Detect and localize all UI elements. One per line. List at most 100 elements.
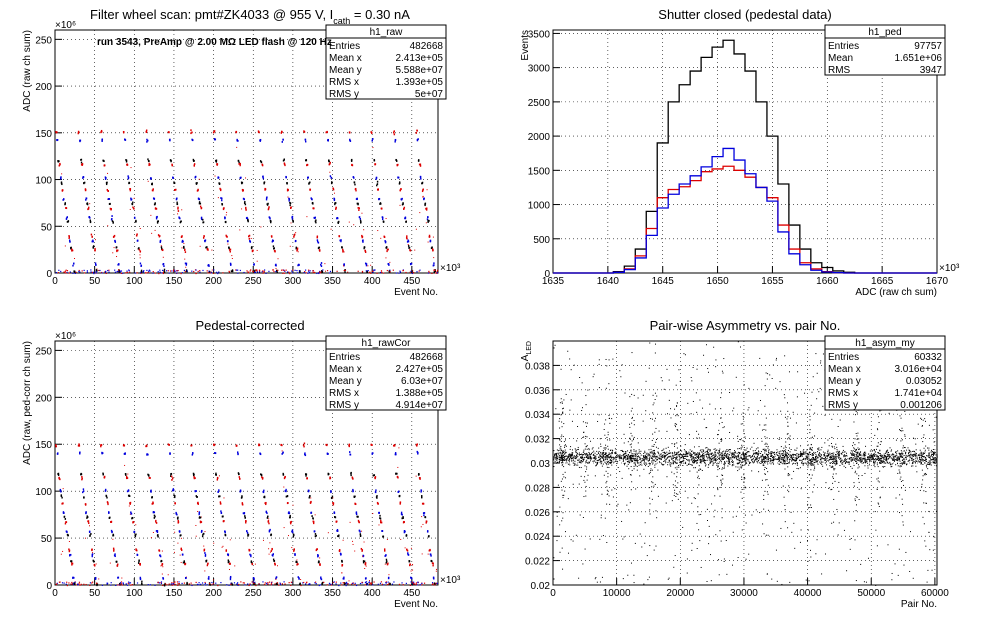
data-point	[635, 452, 637, 454]
baseline-point	[228, 271, 231, 273]
stats-label: Mean y	[329, 65, 362, 76]
data-point	[85, 511, 87, 513]
data-point	[399, 502, 401, 505]
data-point	[723, 463, 725, 465]
data-point	[201, 529, 203, 532]
data-point	[730, 452, 732, 454]
data-point	[708, 453, 710, 455]
data-point	[613, 461, 615, 463]
data-point	[779, 457, 781, 459]
data-point	[684, 455, 686, 457]
data-point	[694, 459, 696, 461]
baseline-point	[74, 581, 76, 583]
data-point	[744, 458, 746, 460]
data-point	[432, 564, 434, 567]
data-point	[151, 182, 154, 185]
data-point	[399, 189, 401, 192]
data-point	[412, 270, 414, 272]
data-point	[935, 458, 937, 460]
data-point	[727, 465, 729, 467]
data-point	[779, 451, 781, 453]
data-point	[879, 454, 881, 456]
baseline-point	[195, 272, 197, 275]
data-point	[615, 456, 617, 458]
data-point	[559, 458, 561, 460]
y-axis-label: ADC (raw, ped-corr ch sum)	[22, 341, 33, 465]
data-point	[857, 464, 859, 466]
data-point	[96, 268, 98, 270]
data-point	[397, 491, 399, 493]
data-point	[388, 264, 390, 266]
x-axis-label: Event No.	[394, 287, 438, 298]
baseline-point	[315, 583, 317, 585]
data-point	[623, 442, 625, 444]
data-point	[631, 456, 633, 458]
data-point	[412, 564, 414, 566]
data-point	[714, 461, 716, 463]
data-point	[553, 457, 555, 459]
data-point	[289, 201, 291, 204]
data-point	[409, 262, 412, 265]
data-point	[626, 458, 628, 460]
data-point	[129, 513, 131, 515]
baseline-point	[249, 270, 251, 272]
data-point	[673, 454, 675, 456]
baseline-point	[381, 271, 383, 273]
data-point	[742, 454, 744, 456]
baseline-point	[154, 272, 157, 274]
data-point	[315, 549, 318, 552]
data-point	[182, 240, 184, 243]
data-point	[572, 452, 574, 454]
baseline-point	[315, 581, 317, 583]
data-point	[815, 452, 817, 454]
data-point	[184, 262, 187, 265]
data-point	[124, 464, 126, 466]
data-point	[903, 460, 905, 462]
data-point	[703, 454, 705, 456]
data-point	[365, 263, 368, 265]
data-point	[765, 456, 767, 458]
baseline-point	[195, 269, 197, 271]
data-point	[663, 454, 665, 456]
data-point	[622, 460, 624, 462]
data-point	[662, 464, 664, 466]
data-point	[731, 452, 733, 454]
baseline-point	[136, 272, 138, 274]
x-tick-label: 0	[52, 276, 58, 287]
data-point	[864, 461, 866, 463]
data-point	[763, 456, 765, 458]
data-point	[312, 207, 314, 210]
data-point	[760, 462, 762, 464]
data-point	[908, 449, 910, 451]
data-point	[870, 460, 872, 462]
stats-value: 482668	[410, 41, 444, 52]
data-point	[588, 462, 590, 464]
data-point	[223, 497, 225, 499]
data-point	[185, 270, 188, 273]
data-point	[644, 455, 646, 457]
data-point	[737, 466, 739, 468]
data-point	[129, 188, 131, 190]
data-point	[230, 263, 232, 266]
data-point	[802, 463, 804, 465]
data-point	[138, 248, 141, 251]
data-point	[801, 461, 803, 463]
data-point	[930, 449, 932, 451]
baseline-point	[411, 272, 413, 274]
data-point	[764, 450, 766, 452]
data-point	[65, 530, 68, 533]
y-tick-label: 3500	[528, 29, 551, 40]
data-point	[903, 450, 905, 452]
data-point	[558, 458, 560, 460]
data-point	[807, 466, 809, 468]
y-tick-label: 0	[46, 581, 52, 592]
x-tick-label: 150	[166, 276, 183, 287]
data-point	[617, 467, 619, 469]
data-point	[683, 455, 685, 457]
data-point	[725, 450, 727, 452]
data-point	[65, 521, 68, 524]
data-point	[787, 458, 789, 460]
baseline-point	[359, 582, 362, 585]
data-point	[92, 239, 94, 242]
data-point	[920, 458, 922, 460]
